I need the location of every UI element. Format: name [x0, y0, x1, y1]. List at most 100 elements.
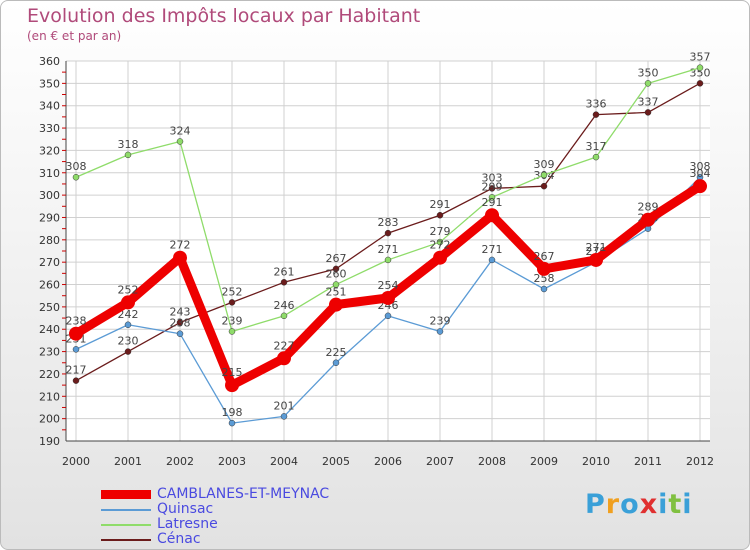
- data-label-c-nac: 267: [326, 252, 347, 265]
- data-point-quinsac: [384, 312, 392, 320]
- y-tick-label: 250: [39, 301, 60, 314]
- data-label-camblanes-et-meynac: 289: [638, 201, 659, 214]
- y-tick-label: 270: [39, 256, 60, 269]
- legend-swatch: [101, 490, 151, 499]
- x-tick-label: 2009: [530, 455, 558, 468]
- data-label-camblanes-et-meynac: 227: [274, 339, 295, 352]
- logo-letter: o: [620, 489, 640, 520]
- data-label-c-nac: 217: [66, 364, 87, 377]
- data-label-quinsac: 271: [482, 243, 503, 256]
- data-point-c-nac: [592, 111, 600, 118]
- logo-letter: t: [668, 489, 683, 520]
- data-label-latresne: 271: [378, 243, 399, 256]
- data-label-latresne: 299: [482, 180, 503, 193]
- x-tick-label: 2012: [686, 455, 714, 468]
- data-label-c-nac: 283: [378, 216, 399, 229]
- x-tick-label: 2010: [582, 455, 610, 468]
- x-tick-label: 2000: [62, 455, 90, 468]
- data-point-latresne: [644, 80, 652, 87]
- x-tick-label: 2007: [426, 455, 454, 468]
- logo-letter: x: [639, 489, 659, 520]
- y-tick-label: 210: [39, 390, 60, 403]
- data-point-c-nac: [176, 319, 184, 326]
- data-point-camblanes-et-meynac: [225, 378, 239, 393]
- data-label-camblanes-et-meynac: 291: [482, 196, 503, 209]
- data-label-c-nac: 291: [430, 198, 451, 211]
- data-label-c-nac: 243: [170, 306, 191, 319]
- data-label-c-nac: 336: [586, 98, 607, 111]
- y-tick-label: 290: [39, 211, 60, 224]
- data-point-latresne: [332, 281, 340, 288]
- y-tick-label: 330: [39, 122, 60, 135]
- y-tick-label: 360: [39, 55, 60, 68]
- data-point-c-nac: [644, 109, 652, 116]
- data-point-c-nac: [228, 299, 236, 306]
- data-label-latresne: 260: [326, 268, 347, 281]
- y-tick-label: 260: [39, 279, 60, 292]
- data-label-camblanes-et-meynac: 304: [690, 167, 711, 180]
- data-point-quinsac: [332, 359, 340, 367]
- data-label-latresne: 317: [586, 140, 607, 153]
- x-tick-label: 2006: [374, 455, 402, 468]
- logo-letter: i: [682, 489, 693, 520]
- y-tick-label: 230: [39, 346, 60, 359]
- proxiti-logo: Proxiti: [585, 489, 693, 520]
- x-tick-label: 2011: [634, 455, 662, 468]
- legend-label: Quinsac: [157, 501, 214, 517]
- data-point-quinsac: [72, 346, 80, 353]
- legend-swatch: [101, 539, 151, 541]
- data-point-camblanes-et-meynac: [173, 250, 187, 265]
- y-tick-label: 320: [39, 144, 60, 157]
- data-label-c-nac: 261: [274, 265, 295, 278]
- chart-subtitle: (en € et par an): [27, 29, 122, 43]
- x-tick-label: 2008: [478, 455, 506, 468]
- data-label-camblanes-et-meynac: 251: [326, 286, 347, 299]
- data-point-quinsac: [488, 256, 496, 264]
- y-tick-label: 200: [39, 413, 60, 426]
- data-point-c-nac: [696, 80, 704, 87]
- data-point-latresne: [228, 328, 236, 335]
- data-point-quinsac: [228, 419, 236, 427]
- data-label-camblanes-et-meynac: 254: [378, 279, 399, 292]
- data-label-latresne: 318: [118, 138, 139, 151]
- data-label-camblanes-et-meynac: 271: [586, 241, 607, 254]
- data-point-latresne: [280, 312, 288, 320]
- y-tick-label: 340: [39, 100, 60, 113]
- data-point-camblanes-et-meynac: [277, 351, 291, 366]
- x-tick-label: 2002: [166, 455, 194, 468]
- data-label-latresne: 279: [430, 225, 451, 238]
- data-point-latresne: [176, 138, 184, 145]
- data-point-quinsac: [176, 330, 184, 337]
- data-label-c-nac: 230: [118, 335, 139, 348]
- data-point-quinsac: [124, 321, 132, 329]
- data-label-latresne: 246: [274, 299, 295, 312]
- x-tick-label: 2004: [270, 455, 298, 468]
- data-label-latresne: 239: [222, 314, 243, 327]
- y-tick-label: 310: [39, 167, 60, 180]
- x-tick-label: 2003: [218, 455, 246, 468]
- logo-letter: r: [605, 489, 621, 520]
- data-point-camblanes-et-meynac: [433, 250, 447, 265]
- data-label-camblanes-et-meynac: 252: [118, 283, 139, 296]
- y-tick-label: 300: [39, 189, 60, 202]
- data-point-quinsac: [280, 413, 288, 420]
- data-label-camblanes-et-meynac: 238: [66, 315, 87, 328]
- data-point-c-nac: [72, 377, 80, 384]
- data-point-latresne: [72, 173, 80, 181]
- data-point-c-nac: [124, 348, 132, 355]
- y-tick-label: 240: [39, 323, 60, 336]
- data-point-camblanes-et-meynac: [693, 179, 707, 194]
- data-label-quinsac: 242: [118, 308, 139, 321]
- legend-label: CAMBLANES-ET-MEYNAC: [157, 486, 330, 502]
- data-label-c-nac: 337: [638, 95, 659, 108]
- data-point-c-nac: [488, 185, 496, 192]
- legend-swatch: [101, 524, 151, 526]
- data-label-quinsac: 239: [430, 314, 451, 327]
- data-point-quinsac: [540, 285, 548, 293]
- chart-title: Evolution des Impôts locaux par Habitant: [27, 5, 421, 27]
- data-point-latresne: [540, 171, 548, 179]
- logo-letter: P: [585, 489, 606, 520]
- data-point-camblanes-et-meynac: [537, 261, 551, 276]
- data-point-camblanes-et-meynac: [589, 252, 603, 267]
